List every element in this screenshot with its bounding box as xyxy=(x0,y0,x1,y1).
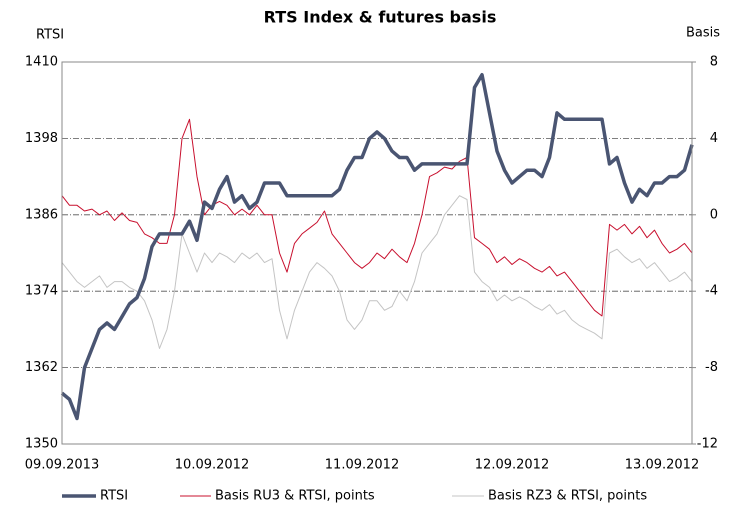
y-tick-label: 1350 xyxy=(25,437,58,452)
x-tick-label: 09.09.2013 xyxy=(25,458,99,473)
x-tick-label: 10.09.2012 xyxy=(175,458,249,473)
y-tick-label: 1386 xyxy=(25,207,58,222)
y2-axis-label: Basis xyxy=(686,26,720,41)
x-tick-label: 13.09.2012 xyxy=(625,458,699,473)
y-tick-label: 1398 xyxy=(25,131,58,146)
series-line xyxy=(61,118,693,317)
y-axis-label: RTSI xyxy=(36,28,64,43)
series-line xyxy=(61,195,693,349)
y2-tick-label: -4 xyxy=(705,284,718,299)
y2-tick-label: -8 xyxy=(705,360,718,375)
y2-tick-label: -12 xyxy=(697,437,718,452)
legend-label: Basis RZ3 & RTSI, points xyxy=(488,489,647,504)
y-tick-label: 1410 xyxy=(25,55,58,70)
legend-label: Basis RU3 & RTSI, points xyxy=(215,489,375,504)
chart-title: RTS Index & futures basis xyxy=(264,8,497,27)
plot-lines xyxy=(60,72,694,421)
y-tick-label: 1362 xyxy=(25,360,58,375)
labels: 1350 1362 1374 1386 1398 1410 -12 -8 -4 0 4 8 09.09.… xyxy=(25,55,718,504)
y-tick-label: 1374 xyxy=(25,284,58,299)
legend-label: RTSI xyxy=(100,489,128,504)
x-tick-label: 11.09.2012 xyxy=(325,458,399,473)
series-line xyxy=(60,72,694,421)
y2-tick-label: 0 xyxy=(710,207,718,222)
x-tick-label: 12.09.2012 xyxy=(475,458,549,473)
y2-tick-label: 4 xyxy=(710,131,718,146)
plot-frame xyxy=(61,61,693,445)
y2-tick-label: 8 xyxy=(710,55,718,70)
